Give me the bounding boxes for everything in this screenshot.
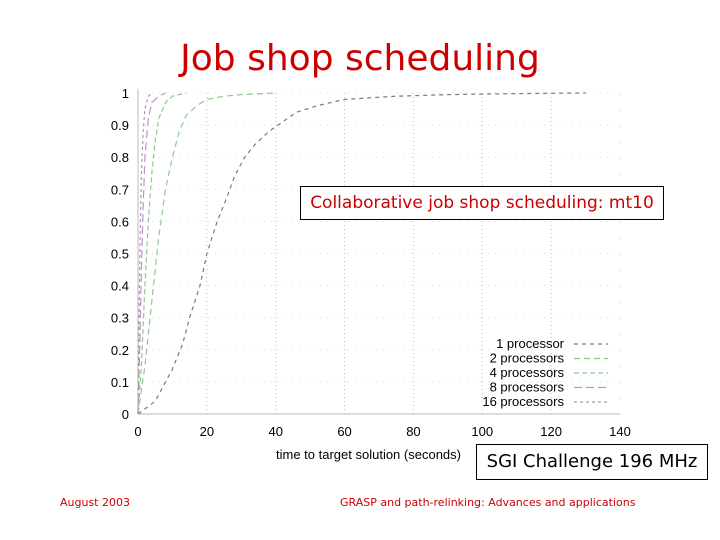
- y-tick-label: 0.8: [111, 150, 129, 165]
- footer-title: GRASP and path-relinking: Advances and a…: [340, 496, 636, 509]
- x-tick-label: 0: [134, 424, 141, 439]
- y-tick-label: 0.5: [111, 247, 129, 262]
- y-tick-label: 0.1: [111, 375, 129, 390]
- y-tick-label: 0.2: [111, 343, 129, 358]
- legend-label: 8 processors: [490, 380, 565, 395]
- x-tick-label: 140: [609, 424, 631, 439]
- series-line: [137, 92, 276, 415]
- y-tick-label: 1: [122, 86, 129, 101]
- series-line: [137, 92, 586, 415]
- legend-label: 16 processors: [482, 394, 564, 409]
- machine-label: SGI Challenge 196 MHz: [476, 444, 708, 480]
- legend-label: 2 processors: [490, 351, 565, 366]
- chart-title: Collaborative job shop scheduling: mt10: [300, 186, 664, 220]
- y-tick-label: 0.6: [111, 214, 129, 229]
- chart-axes: 0 0.1 0.2 0.3 0.4 0.5 0.6 0.7 0.8 0.9 1 0 20 40 60 80 10…: [111, 86, 631, 439]
- series-line: [137, 92, 166, 415]
- y-tick-label: 0.3: [111, 311, 129, 326]
- legend-label: 1 processor: [496, 336, 565, 351]
- x-tick-label: 120: [540, 424, 562, 439]
- x-tick-label: 40: [268, 424, 282, 439]
- y-tick-label: 0: [122, 407, 129, 422]
- x-tick-label: 80: [406, 424, 420, 439]
- x-axis-label: time to target solution (seconds): [276, 447, 461, 462]
- series-line: [137, 92, 187, 415]
- chart-series: [137, 92, 586, 415]
- x-tick-label: 20: [200, 424, 214, 439]
- footer-date: August 2003: [60, 496, 130, 509]
- y-tick-label: 0.7: [111, 182, 129, 197]
- legend-label: 4 processors: [490, 365, 565, 380]
- slide-title: Job shop scheduling: [180, 38, 540, 79]
- y-tick-label: 0.9: [111, 118, 129, 133]
- x-tick-label: 60: [337, 424, 351, 439]
- y-tick-label: 0.4: [111, 279, 129, 294]
- x-tick-label: 100: [471, 424, 493, 439]
- series-line: [137, 92, 153, 415]
